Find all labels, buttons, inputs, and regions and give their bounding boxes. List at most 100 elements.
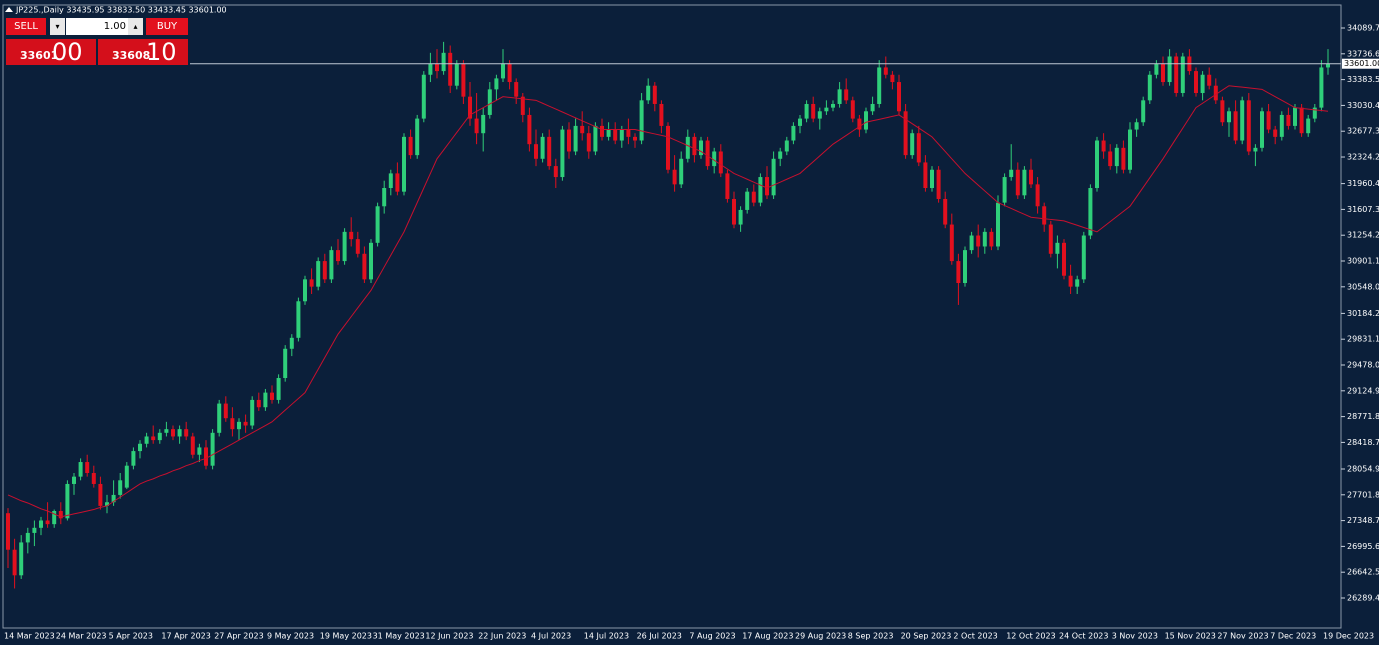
candle-body (263, 392, 268, 408)
candle-body (19, 542, 24, 576)
candle-body (1233, 111, 1238, 141)
candle-body (626, 129, 631, 137)
candle-body (903, 111, 908, 156)
candle-body (949, 224, 954, 262)
ask-price: 33608 (112, 49, 151, 62)
candle-body (91, 473, 96, 484)
candle-body (870, 103, 875, 112)
candle-body (738, 209, 743, 225)
candle-body (1286, 114, 1291, 126)
candle-body (771, 158, 776, 196)
candle-body (1128, 129, 1132, 170)
candle-body (276, 378, 281, 400)
y-tick-label: 34089.70 (1347, 24, 1379, 33)
candle-body (732, 198, 736, 225)
candle-body (1068, 275, 1073, 287)
x-tick-label: 19 Dec 2023 (1323, 632, 1374, 641)
candle-body (256, 399, 261, 408)
candle-body (39, 520, 43, 528)
candle-body (494, 78, 499, 90)
candle-body (296, 301, 301, 338)
lot-down[interactable]: ▾ (50, 18, 65, 35)
y-tick-label: 29831.10 (1347, 335, 1379, 344)
y-tick-label: 29478.00 (1347, 360, 1379, 369)
candle-body (1029, 169, 1033, 185)
sell-button[interactable]: SELL (6, 18, 46, 35)
candle-body (1227, 111, 1231, 123)
candle-body (481, 114, 486, 134)
candle-body (982, 231, 987, 247)
candle-body (613, 129, 618, 141)
candle-body (679, 158, 684, 185)
candle-body (1246, 100, 1251, 152)
candle-body (342, 231, 347, 262)
candle-body (573, 125, 578, 152)
candle-body (1108, 151, 1113, 167)
candle-body (725, 173, 730, 199)
candle-body (916, 133, 921, 163)
candle-body (1194, 71, 1198, 94)
bid-box[interactable]: 33601 00 (6, 38, 96, 66)
candle-body (586, 133, 591, 152)
ask-box[interactable]: 33608 10 (98, 38, 188, 66)
candle-body (1121, 147, 1126, 170)
candle-body (105, 502, 109, 506)
candle-body (1200, 74, 1205, 94)
last-price-box (1342, 58, 1379, 69)
lot-input[interactable]: 1.00 (66, 18, 128, 35)
candle-body (520, 96, 525, 115)
candle-body (78, 462, 83, 477)
candle-body (930, 169, 934, 189)
candle-body (606, 129, 611, 137)
x-tick-label: 24 Mar 2023 (56, 632, 107, 641)
candle-body (652, 85, 657, 104)
candle-body (897, 82, 901, 112)
candle-body (639, 100, 644, 141)
candle-body (197, 447, 202, 455)
candle-body (751, 191, 756, 203)
candle-body (1147, 74, 1152, 101)
candle-body (923, 162, 928, 189)
x-tick-label: 9 May 2023 (267, 632, 314, 641)
x-tick-label: 29 Aug 2023 (795, 632, 846, 641)
candle-body (454, 63, 459, 86)
candle-body (111, 494, 116, 503)
candle-body (1009, 169, 1014, 178)
candle-body (85, 462, 90, 474)
lot-up[interactable]: ▴ (128, 18, 143, 35)
candle-body (501, 63, 505, 79)
y-tick-label: 30901.10 (1347, 257, 1379, 266)
candle-body (375, 206, 380, 243)
symbol-info: JP225.,Daily 33435.95 33833.50 33433.45 … (15, 6, 227, 15)
candle-body (349, 231, 354, 240)
candle-body (1260, 111, 1264, 148)
candle-body (118, 480, 123, 495)
candle-body (1015, 169, 1020, 196)
candle-body (811, 103, 816, 119)
candle-body (580, 125, 585, 134)
candle-body (672, 169, 677, 185)
collapse-icon[interactable] (5, 7, 13, 12)
x-tick-label: 12 Oct 2023 (1006, 632, 1055, 641)
candle-body (468, 96, 472, 119)
candle-body (600, 125, 604, 137)
candle-body (837, 89, 842, 104)
y-tick-label: 31607.30 (1347, 205, 1379, 214)
candle-body (1266, 111, 1271, 130)
candle-body (784, 140, 789, 152)
candle-body (58, 511, 63, 519)
candle-body (157, 432, 162, 441)
x-tick-label: 17 Aug 2023 (742, 632, 793, 641)
buy-button[interactable]: BUY (146, 18, 188, 35)
candle-body (421, 74, 426, 119)
x-tick-label: 2 Oct 2023 (953, 632, 997, 641)
candle-body (1022, 169, 1027, 196)
candle-body (646, 85, 651, 101)
y-tick-label: 27701.80 (1347, 490, 1379, 499)
candle-body (12, 549, 17, 576)
candle-body (487, 89, 492, 115)
candle-body (943, 198, 948, 225)
x-tick-label: 27 Apr 2023 (214, 632, 263, 641)
candle-body (1048, 224, 1053, 254)
